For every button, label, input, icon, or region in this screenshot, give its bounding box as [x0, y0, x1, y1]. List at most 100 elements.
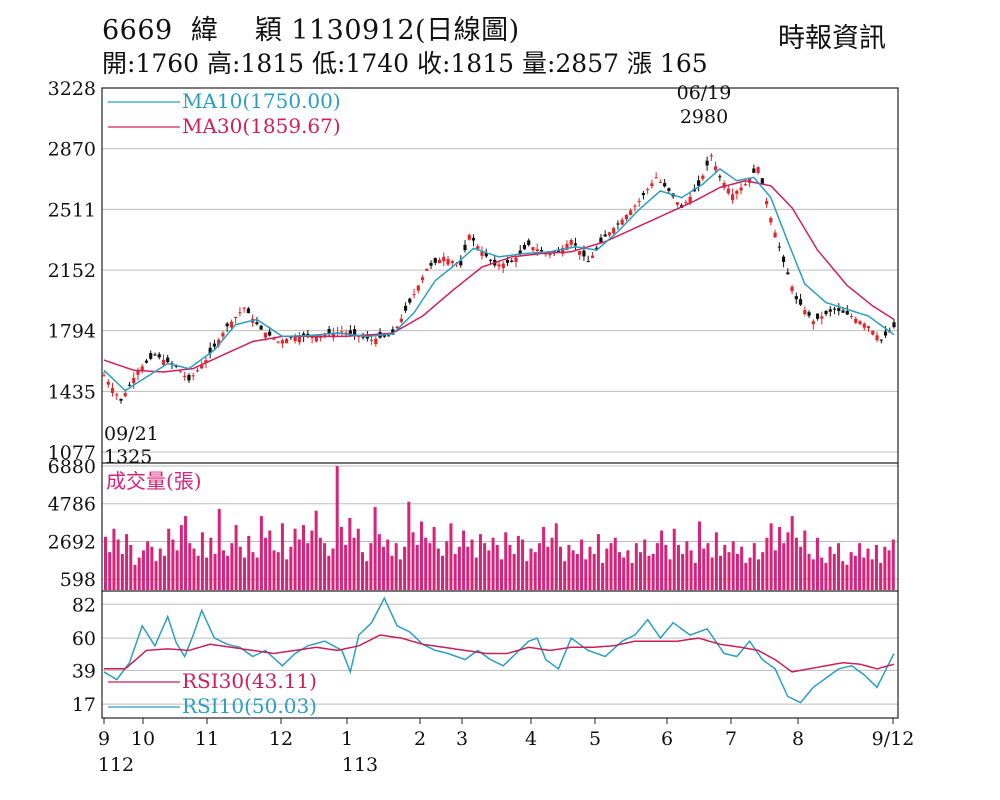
- candle-body: [603, 234, 607, 237]
- volume-bar: [832, 553, 836, 590]
- volume-bar: [146, 541, 150, 590]
- volume-bar: [567, 544, 571, 590]
- volume-bar: [344, 544, 348, 590]
- candle-body: [595, 247, 599, 250]
- volume-bar: [348, 517, 352, 590]
- volume-bar: [740, 546, 744, 590]
- volume-bar: [634, 543, 638, 590]
- volume-bar: [651, 553, 655, 590]
- candle-body: [510, 260, 514, 262]
- volume-bar: [175, 550, 179, 590]
- volume-bar: [466, 546, 470, 590]
- volume-bar: [158, 548, 162, 590]
- candle-body: [484, 252, 488, 257]
- volume-bar: [752, 543, 756, 590]
- candle-body: [820, 316, 824, 319]
- candle-body: [259, 325, 263, 330]
- candle-body: [331, 333, 335, 338]
- volume-bar: [365, 561, 369, 590]
- ohlc-summary: 開:1760 高:1815 低:1740 收:1815 量:2857 漲 165: [102, 49, 708, 78]
- volume-bar: [226, 555, 230, 590]
- volume-bar: [756, 559, 760, 590]
- candle-body: [620, 219, 624, 225]
- volume-bar: [883, 546, 887, 590]
- candle-body: [106, 381, 110, 385]
- volume-bar: [761, 552, 765, 590]
- volume-bar: [162, 555, 166, 590]
- candle-body: [518, 250, 522, 254]
- candle-body: [701, 175, 705, 179]
- volume-bar: [377, 534, 381, 590]
- candle-body: [183, 375, 187, 377]
- candle-body: [658, 181, 662, 183]
- x-tick-label: 2: [414, 728, 426, 750]
- volume-bar: [811, 559, 815, 590]
- volume-bar: [483, 543, 487, 590]
- candle-body: [531, 247, 535, 251]
- candle-body: [501, 263, 505, 269]
- candle-body: [293, 336, 297, 342]
- candle-body: [391, 329, 395, 335]
- volume-bar: [205, 557, 209, 590]
- volume-bar: [849, 552, 853, 590]
- volume-bar: [335, 466, 339, 590]
- volume-bar: [428, 543, 432, 590]
- year-label: 112: [98, 754, 134, 776]
- volume-bar: [280, 523, 284, 590]
- candle-body: [637, 201, 641, 203]
- volume-bar: [605, 548, 609, 590]
- volume-bar: [672, 528, 676, 590]
- candle-body: [144, 360, 149, 363]
- candle-body: [221, 333, 225, 337]
- source-label: 時報資訊: [778, 23, 886, 54]
- candle-body: [522, 244, 527, 250]
- volume-bar: [794, 537, 798, 590]
- volume-bar: [698, 521, 702, 590]
- candle-body: [280, 340, 284, 344]
- candle-body: [361, 336, 365, 338]
- volume-bar: [529, 548, 533, 590]
- volume-bar: [289, 546, 293, 590]
- candle-body: [866, 326, 871, 329]
- volume-bar: [609, 543, 613, 590]
- volume-bar: [167, 528, 171, 590]
- volume-bar: [731, 541, 735, 590]
- candle-body: [323, 334, 327, 336]
- volume-bar: [546, 546, 550, 590]
- candle-body: [191, 375, 195, 377]
- volume-bar: [445, 541, 449, 590]
- volume-bar: [398, 559, 402, 590]
- volume-bar: [230, 543, 234, 590]
- candle-body: [773, 232, 777, 238]
- chart-title: 6669 緯 穎 1130912(日線圖): [102, 15, 520, 46]
- volume-bar: [411, 532, 415, 590]
- candle-body: [573, 243, 578, 246]
- x-tick-label: 11: [195, 728, 219, 750]
- volume-bar: [862, 557, 866, 590]
- candle-body: [420, 277, 425, 281]
- candle-body: [586, 261, 590, 263]
- volume-bar: [786, 532, 790, 590]
- candle-body: [675, 202, 679, 205]
- candle-body: [285, 338, 289, 344]
- volume-bar: [419, 521, 423, 590]
- volume-bar: [676, 544, 680, 590]
- volume-bar: [297, 539, 301, 590]
- volume-bar: [268, 530, 272, 590]
- candle-body: [110, 388, 115, 394]
- x-tick-label: 7: [725, 728, 737, 750]
- volume-bar: [171, 539, 175, 590]
- volume-bar: [129, 544, 133, 590]
- volume-bar: [478, 534, 482, 590]
- volume-bar: [601, 562, 605, 590]
- volume-bar: [302, 525, 306, 590]
- candle-body: [641, 193, 646, 196]
- volume-bar: [525, 561, 529, 590]
- candle-body: [488, 259, 493, 261]
- volume-bar: [778, 526, 782, 590]
- volume-bar: [327, 555, 331, 590]
- candle-body: [433, 258, 437, 263]
- candle-body: [161, 359, 166, 365]
- volume-bar: [272, 550, 276, 590]
- volume-bar: [580, 539, 584, 590]
